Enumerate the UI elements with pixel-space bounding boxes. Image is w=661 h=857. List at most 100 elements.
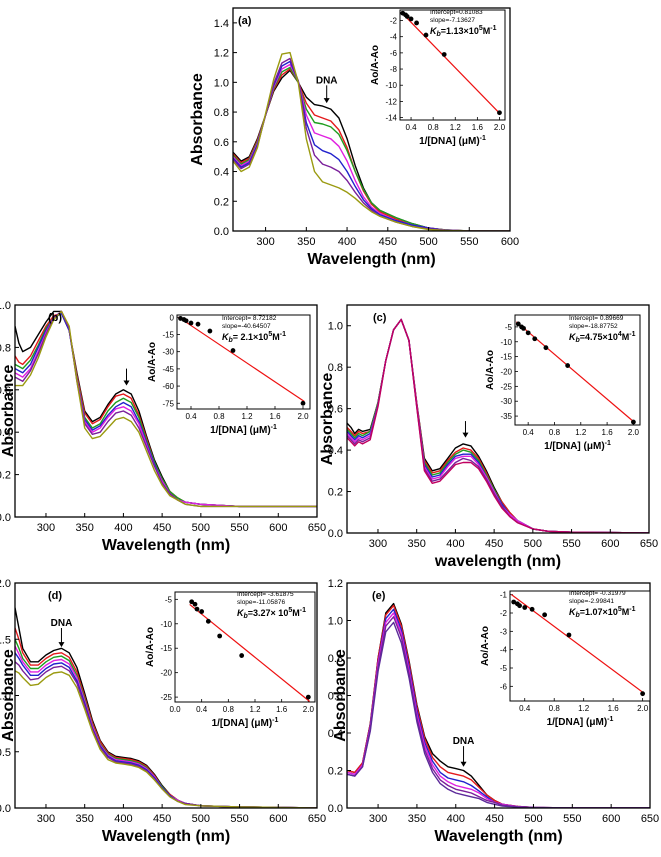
x-tick-label: 500 [524,538,542,550]
panel-b: 300 350 400 450 500 550 600 650 0.0 0.2 0.4 0.6 0.8 1… [0,300,326,554]
inset-y-tick-label: -14 [385,114,397,123]
inset-data-point [408,16,414,22]
inset-x-tick-label: 2.0 [628,428,640,437]
y-tick-label: 1.2 [328,578,343,590]
inset-x-tick-label: 1.2 [249,705,261,714]
inset-slope-text: slope=-40.64507 [222,323,271,330]
inset-fit-line [400,11,502,115]
inset-y-tick-label: -1 [500,591,508,600]
inset-y-tick-label: -5 [165,595,173,604]
inset-intercept-text: Intercept= -0.31979 [569,590,626,597]
x-tick-label: 350 [408,538,426,550]
inset-x-tick-label: 0.4 [185,412,197,421]
inset-data-point [205,618,211,624]
series-line-6 [15,670,317,808]
inset-y-tick-label: -6 [500,682,508,691]
inset-x-tick-label: 1.6 [602,428,614,437]
x-tick-label: 600 [602,813,620,825]
inset-x-axis-title: 1/[DNA] (μM)-1 [210,424,277,436]
inset-x-tick-label: 0.8 [549,704,561,713]
inset-data-point [230,348,236,353]
inset-x-tick-label: 0.8 [213,412,225,421]
inset-x-tick-label: 1.2 [578,704,590,713]
inset-y-tick-label: 0 [170,313,175,322]
x-tick-label: 300 [369,813,387,825]
x-axis-title: Wavelength (nm) [434,828,562,845]
inset-data-point [189,599,195,605]
y-tick-label: 1.0 [0,691,11,703]
y-tick-label: 0.5 [0,747,11,759]
series-group [15,310,317,508]
inset-plot: 0.4 0.8 1.2 1.6 2.0 -1 -2 -3 -4 -5 -6 1/[DNA] (μM)-… [480,590,651,728]
inset-y-tick-label: -15 [160,644,172,653]
x-tick-label: 450 [485,813,503,825]
series-group [347,602,650,808]
inset-y-tick-label: -5 [500,664,508,673]
panel-d: 300 350 400 450 500 550 600 650 0.0 0.5 1.0 1.5 2.0 W… [0,578,326,845]
inset-data-point [441,52,447,57]
inset-x-tick-label: 2.0 [494,123,506,132]
inset-y-tick-label: -25 [160,693,172,702]
inset-data-point [423,32,429,38]
inset-x-axis-title: 1/[DNA] (μM)-1 [547,716,614,728]
inset-kb-text: Kb= 2.1×105M-1 [222,331,286,344]
x-tick-label: 300 [37,522,55,534]
x-tick-label: 550 [460,236,478,248]
inset-y-axis-title: Ao/A-Ao [485,350,496,390]
x-tick-label: 450 [379,236,397,248]
x-tick-label: 600 [501,236,519,248]
inset-slope-text: slope=-2.99841 [569,598,614,605]
inset-x-tick-label: 1.6 [269,412,281,421]
y-tick-label: 0.4 [328,728,343,740]
x-tick-label: 650 [308,522,326,534]
inset-data-point [404,14,410,19]
x-tick-label: 650 [641,813,659,825]
inset-x-tick-label: 1.2 [241,412,253,421]
inset-y-tick-label: -20 [160,669,172,678]
y-tick-label: 0.6 [328,404,343,416]
inset-fit-line [178,316,305,403]
y-tick-label: 0.0 [328,803,343,815]
series-line-2 [15,312,317,508]
inset-y-tick-label: -35 [500,412,512,421]
inset-x-tick-label: 2.0 [637,704,649,713]
inset-y-tick-label: -2 [390,17,398,26]
annotation-arrow-head [462,432,469,438]
inset-y-tick-label: -4 [390,33,398,42]
x-tick-label: 450 [485,538,503,550]
inset-data-point [305,694,311,700]
inset-plot: 0.0 0.4 0.8 1.2 1.6 2.0 -5 -10 -15 -20 -25 1/[DNA] … [145,591,316,729]
inset-data-point [192,601,198,607]
inset-x-tick-label: 0.4 [519,704,531,713]
x-tick-label: 600 [269,522,287,534]
inset-data-point [199,609,205,614]
inset-y-tick-label: -25 [500,382,512,391]
inset-data-point [217,633,223,639]
panel-e: 300 350 400 450 500 550 600 650 0.0 0.2 0.4 0.6 0.8 1… [328,578,659,845]
x-tick-label: 600 [601,538,619,550]
inset-data-point [511,599,517,605]
inset-x-axis-title: 1/[DNA] (μM)-1 [212,717,279,729]
inset-slope-text: slope=-11.05876 [237,599,286,606]
inset-x-axis-title: 1/[DNA] (μM)-1 [544,440,611,452]
inset-y-tick-label: -6 [390,49,398,58]
y-tick-label: 0.4 [328,445,343,457]
y-tick-label: 0.8 [328,362,343,374]
panel-c: 300 350 400 450 500 550 600 650 0.0 0.2 0.4 0.6 0.8 1… [319,304,658,570]
series-line-6 [15,310,317,508]
x-tick-label: 350 [408,813,426,825]
inset-intercept-text: Intercept=0.81083 [430,9,483,16]
y-tick-label: 0.0 [0,803,11,815]
inset-data-point [566,632,572,638]
inset-y-tick-label: -30 [500,397,512,406]
y-tick-label: 0.8 [0,342,11,354]
inset-plot: 0.4 0.8 1.2 1.6 2.0 -5 -10 -15 -20 -25 -30 -35 1/[DN… [485,314,641,452]
y-axis-title: Absorbance [189,73,206,166]
y-tick-label: 0.6 [0,385,11,397]
x-tick-label: 400 [114,813,132,825]
x-axis-title: wavelength (nm) [434,553,561,570]
y-tick-label: 1.4 [214,18,229,30]
panel-label: (e) [372,590,386,602]
x-tick-label: 300 [256,236,274,248]
